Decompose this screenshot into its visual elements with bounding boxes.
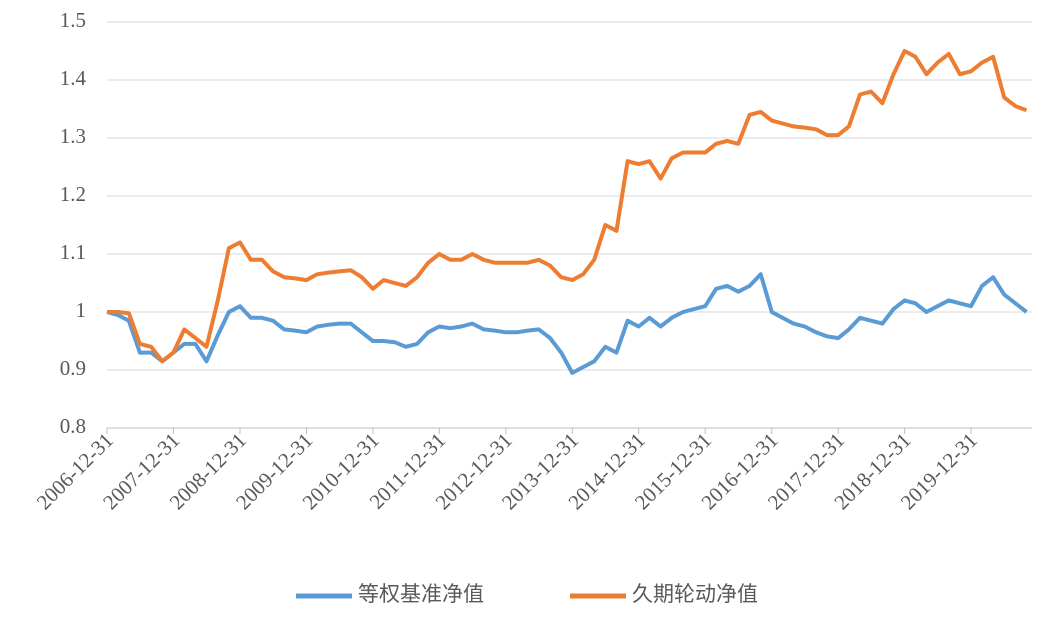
y-tick-label: 1.2 [60, 182, 86, 206]
legend-label: 等权基准净值 [358, 582, 484, 606]
legend-label: 久期轮动净值 [632, 582, 758, 606]
y-tick-label: 0.8 [60, 414, 86, 438]
series-line [107, 49, 1028, 364]
y-tick-label: 1.4 [60, 66, 87, 90]
series-line [106, 272, 1028, 375]
y-tick-label: 1.1 [60, 240, 86, 264]
y-tick-label: 0.9 [60, 356, 86, 380]
y-tick-label: 1.3 [60, 124, 86, 148]
y-tick-label: 1 [76, 298, 87, 322]
y-tick-label: 1.5 [60, 8, 86, 32]
